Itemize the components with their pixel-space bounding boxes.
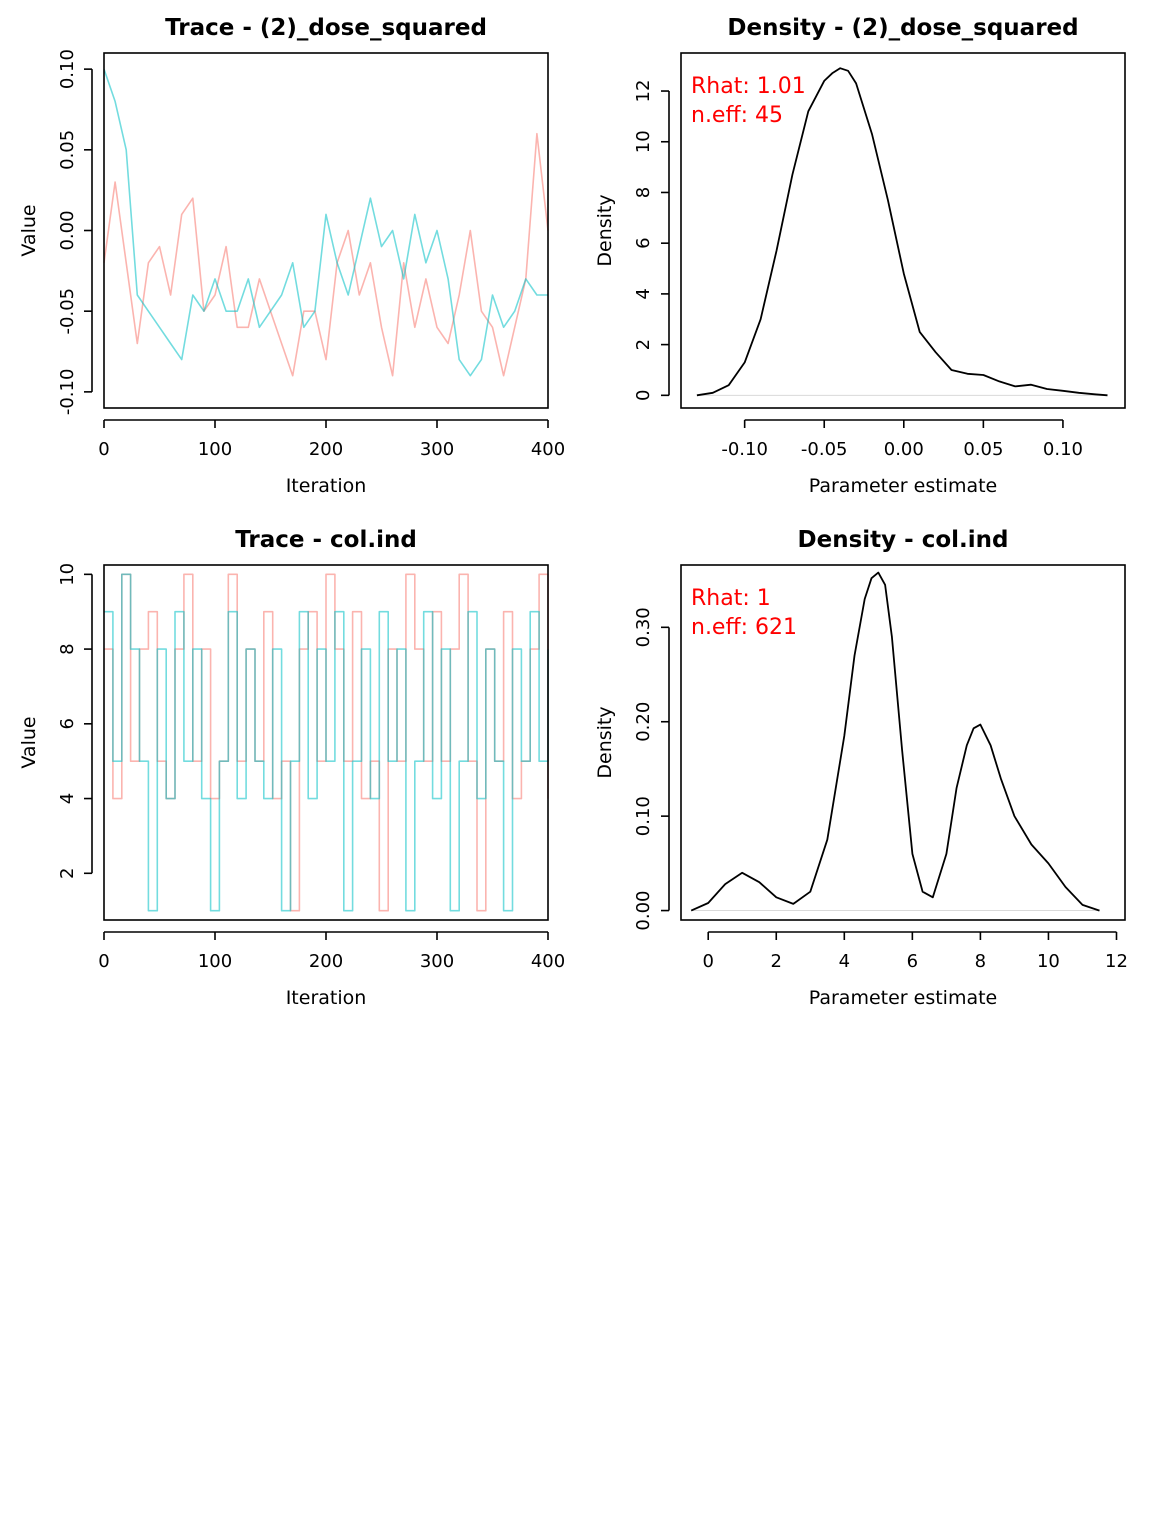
y-tick-label: 4	[57, 793, 78, 804]
series-line-2	[103, 68, 548, 377]
x-axis-label: Parameter estimate	[809, 987, 998, 1009]
x-tick-label: 100	[198, 439, 232, 460]
y-tick-label: -0.05	[57, 288, 78, 335]
y-tick-label: 6	[633, 237, 654, 248]
y-tick-label: 4	[633, 288, 654, 299]
x-tick-label: 200	[309, 439, 343, 460]
y-axis-label: Density	[594, 706, 616, 778]
y-tick-label: 0.20	[633, 702, 654, 742]
plot-frame	[680, 52, 1126, 409]
x-tick-label: 12	[1105, 951, 1128, 972]
x-tick-label: 10	[1037, 951, 1060, 972]
plot-frame	[680, 564, 1126, 921]
plot-frame	[103, 52, 549, 409]
x-tick-label: 2	[771, 951, 782, 972]
x-tick-label: 200	[309, 951, 343, 972]
x-tick-label: 0	[98, 439, 109, 460]
y-tick-label: 0.00	[633, 891, 654, 931]
chart-panel-2: Density - (2)_dose_squared -0.10 -0.05 0.00…	[594, 15, 1126, 497]
y-axis-label: Value	[18, 716, 40, 768]
x-axis-label: Iteration	[286, 987, 367, 1009]
x-axis-label: Iteration	[286, 475, 367, 497]
y-tick-label: 8	[633, 187, 654, 198]
chart-title: Trace - col.ind	[235, 527, 417, 553]
x-tick-label: 8	[975, 951, 986, 972]
x-tick-label: 0.00	[884, 439, 924, 460]
x-tick-label: 0	[98, 951, 109, 972]
y-tick-label: 6	[57, 718, 78, 729]
plot-frame	[103, 564, 549, 921]
chart-title: Density - col.ind	[798, 527, 1009, 553]
series-line-1	[690, 571, 1100, 912]
chart-panel-4: Density - col.ind 0 2 4 6 8 10 12 0.00 0.10 0.20 0.…	[594, 527, 1128, 1009]
x-tick-label: 0.10	[1043, 439, 1083, 460]
annotation-text: Rhat: 1.01	[691, 74, 806, 99]
y-tick-label: 8	[57, 643, 78, 654]
x-tick-label: 6	[907, 951, 918, 972]
y-tick-label: 10	[633, 130, 654, 153]
y-tick-label: 0.10	[633, 796, 654, 836]
y-tick-label: 12	[633, 80, 654, 103]
x-tick-label: 400	[531, 951, 565, 972]
x-tick-label: 0.05	[963, 439, 1003, 460]
x-tick-label: 100	[198, 951, 232, 972]
annotation-text: n.eff: 621	[691, 615, 797, 640]
y-tick-label: 0.10	[57, 49, 78, 89]
x-tick-label: 300	[420, 951, 454, 972]
chart-panel-1: Trace - (2)_dose_squared 0 100 200 300 400 -0.…	[18, 15, 565, 497]
chart-title: Trace - (2)_dose_squared	[165, 15, 487, 41]
y-tick-label: 0.05	[57, 130, 78, 170]
y-tick-label: 0.00	[57, 210, 78, 250]
chart-panel-3: Trace - col.ind 0 100 200 300 400 2 4 6 8 10 Iterat…	[18, 527, 565, 1009]
y-tick-label: 2	[57, 868, 78, 879]
y-tick-label: 10	[57, 563, 78, 586]
series-line-1	[104, 573, 549, 912]
series-line-2	[104, 573, 549, 912]
x-tick-label: -0.05	[801, 439, 848, 460]
y-tick-label: 0	[633, 390, 654, 401]
y-tick-label: 2	[633, 339, 654, 350]
series-line-1	[103, 132, 549, 377]
y-axis-label: Density	[594, 194, 616, 266]
annotation-text: Rhat: 1	[691, 586, 771, 611]
x-tick-label: -0.10	[721, 439, 768, 460]
x-tick-label: 4	[839, 951, 850, 972]
x-tick-label: 0	[702, 951, 713, 972]
series-line-1	[696, 67, 1108, 397]
y-axis-label: Value	[18, 204, 40, 256]
chart-title: Density - (2)_dose_squared	[727, 15, 1078, 41]
x-axis-label: Parameter estimate	[809, 475, 998, 497]
y-tick-label: 0.30	[633, 607, 654, 647]
y-tick-label: -0.10	[57, 369, 78, 416]
x-tick-label: 400	[531, 439, 565, 460]
annotation-text: n.eff: 45	[691, 103, 783, 128]
x-tick-label: 300	[420, 439, 454, 460]
